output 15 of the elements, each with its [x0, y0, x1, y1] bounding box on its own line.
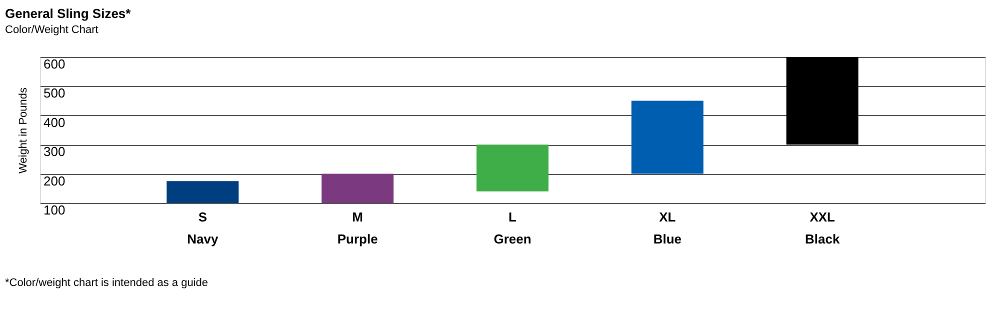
y-tick-label: 300	[44, 144, 66, 160]
x-tick-label: XXL Black	[804, 210, 840, 246]
y-tick-label: 100	[44, 202, 66, 218]
text: *Color/weight chart is intended as a guide	[5, 277, 208, 289]
chart-subtitle: Color/Weight Chart	[5, 24, 98, 36]
y-axis-title: Weight in Pounds	[18, 87, 30, 174]
x-tick-label: L Green	[494, 210, 532, 246]
x-tick-label: S Navy	[187, 210, 219, 246]
y-tick-label: 500	[44, 86, 66, 101]
y-tick-label: 600	[44, 56, 66, 72]
x-tick-label: XL Blue	[653, 210, 682, 246]
y-tick-label: 200	[44, 173, 66, 188]
x-tick-label: M Purple	[337, 210, 378, 246]
chart-title: General Sling Sizes*	[5, 6, 132, 21]
y-tick-label: 400	[44, 114, 66, 130]
